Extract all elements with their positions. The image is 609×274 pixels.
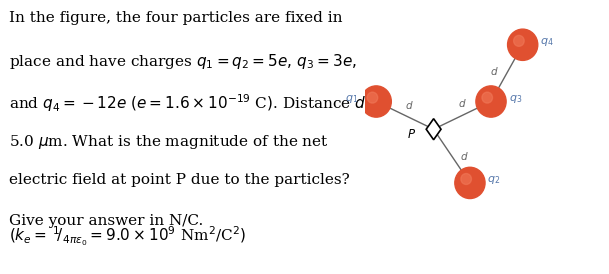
Circle shape	[461, 173, 471, 184]
Text: $(k_e = \,^1\!/_{4\pi\epsilon_0} = 9.0 \times 10^9$ Nm$^2$/C$^2)$: $(k_e = \,^1\!/_{4\pi\epsilon_0} = 9.0 \…	[9, 225, 246, 248]
Circle shape	[513, 35, 524, 46]
Circle shape	[367, 92, 378, 103]
Text: and $q_4 = -12e$ $(e = 1.6 \times 10^{-19}$ C$)$. Distance $d =$: and $q_4 = -12e$ $(e = 1.6 \times 10^{-1…	[9, 92, 381, 114]
Circle shape	[455, 167, 485, 199]
Polygon shape	[426, 119, 441, 140]
Text: $q_4$: $q_4$	[540, 36, 554, 48]
Text: electric field at point P due to the particles?: electric field at point P due to the par…	[9, 173, 350, 187]
Circle shape	[361, 86, 392, 117]
Text: place and have charges $q_1 = q_2 = 5e,\, q_3 = 3e,$: place and have charges $q_1 = q_2 = 5e,\…	[9, 52, 357, 70]
Circle shape	[482, 92, 493, 103]
Text: $q_3$: $q_3$	[509, 93, 522, 105]
Circle shape	[507, 29, 538, 60]
Text: $d$: $d$	[406, 99, 414, 111]
Text: $q_1$: $q_1$	[345, 93, 359, 105]
Text: $d$: $d$	[460, 150, 468, 162]
Text: $q_2$: $q_2$	[487, 174, 501, 186]
Text: 5.0 $\mu$m. What is the magnitude of the net: 5.0 $\mu$m. What is the magnitude of the…	[9, 133, 329, 151]
Text: $P$: $P$	[407, 128, 417, 141]
Text: $d$: $d$	[490, 65, 499, 77]
Circle shape	[476, 86, 506, 117]
Text: In the figure, the four particles are fixed in: In the figure, the four particles are fi…	[9, 11, 343, 25]
Text: $d$: $d$	[458, 97, 466, 109]
Text: Give your answer in N/C.: Give your answer in N/C.	[9, 214, 203, 228]
